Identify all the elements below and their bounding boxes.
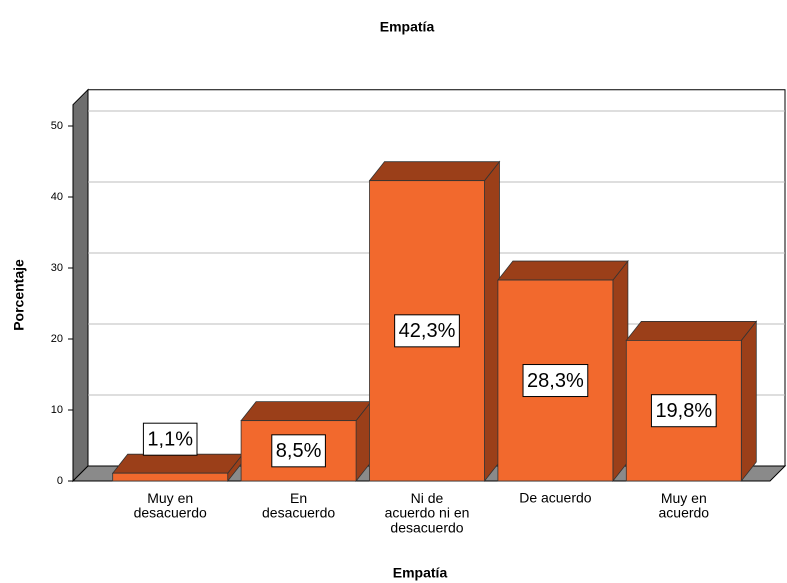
bar-top bbox=[625, 321, 758, 341]
x-tick-label: Muy en desacuerdo bbox=[134, 490, 207, 521]
bar-front bbox=[112, 472, 229, 482]
value-label-box bbox=[650, 394, 717, 428]
y-tick-label: 0 bbox=[57, 475, 63, 487]
y-tick-label: 30 bbox=[51, 262, 63, 274]
value-label: 28,3% bbox=[522, 364, 589, 398]
value-label-box bbox=[394, 314, 460, 348]
x-tick-label: Ni de acuerdo ni en desacuerdo bbox=[385, 490, 470, 535]
value-label: 1,1% bbox=[142, 422, 198, 456]
bar-top bbox=[368, 161, 501, 182]
value-label-text: 19,8% bbox=[655, 400, 712, 422]
y-tick-label: 40 bbox=[51, 191, 63, 203]
bar-side bbox=[612, 259, 629, 483]
x-axis-title: Empatía bbox=[393, 565, 448, 581]
value-label: 8,5% bbox=[271, 434, 326, 468]
value-label: 19,8% bbox=[650, 394, 717, 428]
value-label-text: 1,1% bbox=[147, 428, 193, 450]
x-tick-label: Muy en acuerdo bbox=[659, 490, 710, 521]
left-wall bbox=[72, 88, 89, 483]
chart-title: Empatía bbox=[380, 19, 435, 35]
x-tick-label: En desacuerdo bbox=[262, 490, 335, 521]
value-label-text: 8,5% bbox=[276, 440, 322, 462]
bar bbox=[111, 453, 244, 483]
y-axis-title: Porcentaje bbox=[11, 259, 27, 331]
value-label-text: 28,3% bbox=[527, 370, 584, 392]
value-label-text: 42,3% bbox=[399, 320, 456, 342]
bar-side bbox=[484, 160, 500, 483]
value-label-box bbox=[522, 364, 589, 398]
y-tick-label: 10 bbox=[51, 404, 63, 416]
bar-top bbox=[497, 260, 629, 281]
value-label-box bbox=[142, 422, 198, 456]
bar-side bbox=[740, 320, 757, 483]
value-label: 42,3% bbox=[394, 314, 460, 348]
y-tick-label: 20 bbox=[51, 333, 63, 345]
bar-top bbox=[111, 453, 244, 474]
bar-top bbox=[240, 401, 372, 422]
y-tick-label: 50 bbox=[51, 120, 63, 132]
value-label-box bbox=[271, 434, 326, 468]
x-tick-label: De acuerdo bbox=[519, 490, 592, 506]
